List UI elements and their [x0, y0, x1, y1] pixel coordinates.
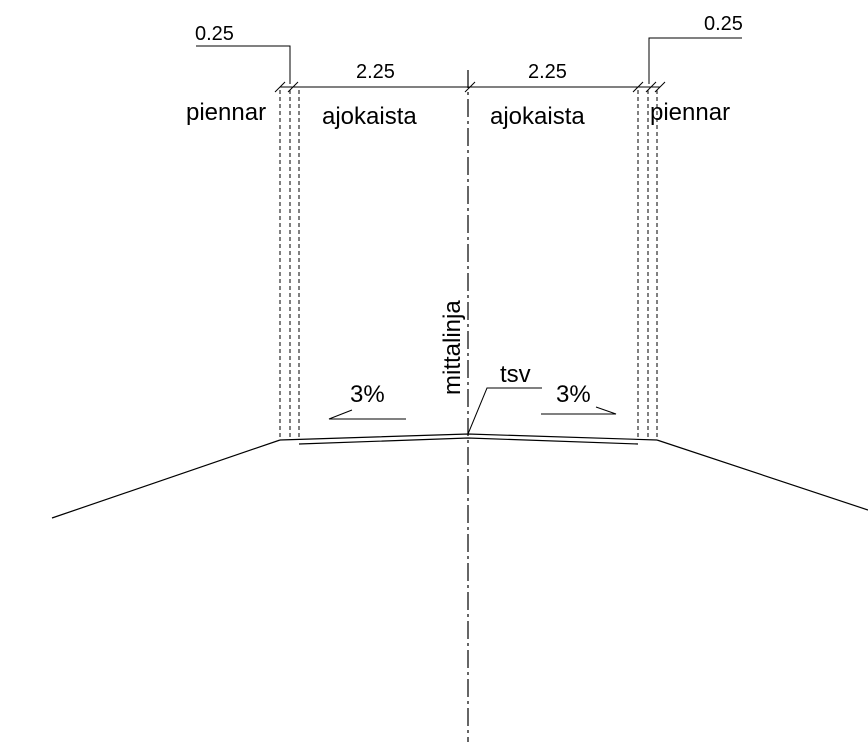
slope-left-arrow — [329, 410, 406, 419]
dim-shoulder-left: 0.25 — [195, 23, 234, 45]
label-tsv: tsv — [500, 361, 531, 388]
leader-line-right — [649, 38, 742, 84]
label-lane-right: ajokaista — [490, 103, 585, 130]
side-slope-right — [657, 440, 868, 510]
label-lane-left: ajokaista — [322, 103, 417, 130]
slope-left-label: 3% — [350, 381, 385, 408]
side-slope-left — [52, 440, 280, 518]
tsv-leader — [468, 388, 542, 434]
label-shoulder-left: piennar — [186, 99, 266, 126]
slope-right-label: 3% — [556, 381, 591, 408]
dim-lane-right: 2.25 — [528, 61, 567, 83]
label-shoulder-right: piennar — [650, 99, 730, 126]
label-centerline: mittalinja — [439, 300, 466, 395]
dim-lane-left: 2.25 — [356, 61, 395, 83]
dim-shoulder-right: 0.25 — [704, 13, 743, 35]
leader-line-left — [196, 46, 290, 84]
slope-right-arrow — [541, 407, 616, 414]
